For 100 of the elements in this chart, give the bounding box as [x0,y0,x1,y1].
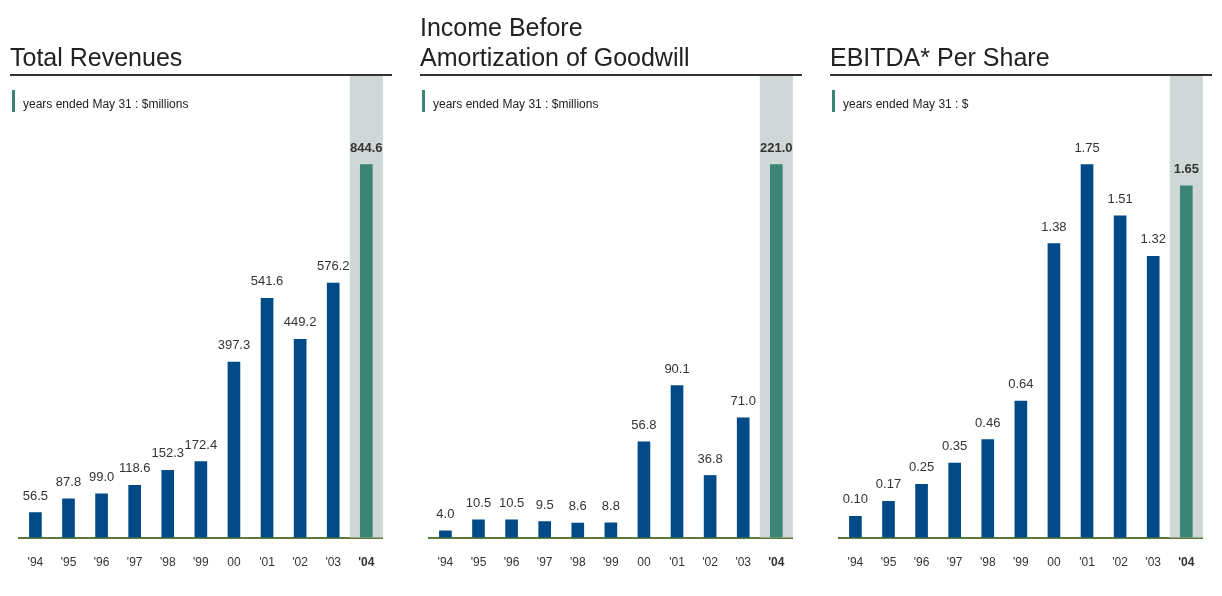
data-label: 87.8 [55,473,82,489]
bar [736,417,750,538]
x-tick-label: '98 [569,555,586,570]
chart-subtitle: years ended May 31 : $millions [12,90,189,112]
x-tick-label: '96 [503,555,520,570]
x-tick-label: '04 [358,555,375,570]
chart-title: Income Before Amortization of Goodwill [420,12,691,72]
data-label: 397.3 [217,337,251,353]
bar [62,498,75,538]
x-tick-label: '02 [292,555,309,570]
x-tick-label: '96 [93,555,110,570]
data-label: 0.17 [875,476,902,492]
x-tick-label: '94 [437,555,454,570]
bar [1080,164,1094,538]
data-label: 172.4 [184,436,218,452]
data-label: 541.6 [250,273,284,289]
bar [161,470,175,538]
data-label: 56.5 [22,487,49,503]
data-label: 0.25 [908,459,935,475]
data-label: 71.0 [730,392,756,408]
bar [637,441,651,538]
x-tick-label: '01 [259,555,276,570]
x-tick-label: '04 [1178,555,1195,570]
bar [472,519,485,538]
bar [604,522,618,538]
x-tick-label: '97 [536,555,553,570]
x-tick-label: '94 [847,555,864,570]
bar [1113,215,1127,538]
data-label: 844.6 [350,139,383,155]
bar [326,282,340,538]
bar [670,385,684,538]
x-tick-label: '97 [126,555,143,570]
x-tick-label: '95 [880,555,897,570]
data-label: 0.46 [975,414,1001,430]
data-label: 118.6 [118,460,151,476]
data-label: 4.0 [436,505,455,521]
data-label: 1.51 [1107,190,1133,206]
bar [1014,400,1028,538]
bar [1047,243,1061,538]
x-tick-label: '01 [1079,555,1096,570]
bar [915,483,928,538]
data-label: 90.1 [664,360,690,376]
chart-title: EBITDA* Per Share [830,42,1051,72]
x-tick-label: '01 [669,555,686,570]
data-label: 152.3 [151,445,185,461]
x-tick-label: 00 [1047,555,1061,570]
x-tick-label: '03 [1145,555,1162,570]
data-label: 9.5 [535,496,554,512]
x-tick-label: '02 [1112,555,1129,570]
data-label: 8.6 [568,498,587,514]
x-tick-label: '99 [1013,555,1029,570]
data-label: 10.5 [498,494,525,510]
bar [128,484,141,538]
x-tick-label: 00 [637,555,651,570]
data-label: 1.38 [1041,218,1067,234]
x-tick-label: '03 [325,555,342,570]
data-label: 221.0 [760,139,793,155]
bar [948,462,961,538]
data-label: 576.2 [316,258,350,274]
x-tick-label: '97 [946,555,963,570]
x-tick-label: '96 [913,555,930,570]
bar [293,338,307,538]
x-tick-label: '99 [193,555,209,570]
bar [1179,185,1193,538]
x-tick-label: '95 [60,555,77,570]
bar [538,521,551,538]
x-tick-label: '99 [603,555,619,570]
x-tick-label: '94 [27,555,44,570]
x-tick-label: '03 [735,555,752,570]
data-label: 36.8 [697,450,723,466]
data-label: 1.65 [1173,160,1199,176]
x-tick-label: '98 [159,555,176,570]
x-tick-label: '02 [702,555,719,570]
bar [981,439,995,538]
bar [849,515,862,538]
x-tick-label: '98 [979,555,996,570]
data-label: 1.32 [1140,231,1166,247]
data-label: 1.75 [1074,139,1100,155]
chart-title: Total Revenues [10,42,184,72]
x-tick-label: '95 [470,555,487,570]
bar [505,519,518,538]
bar [703,475,717,538]
bar [29,512,42,538]
bar [227,361,241,538]
data-label: 0.64 [1008,376,1034,392]
data-label: 10.5 [465,494,492,510]
chart-subtitle: years ended May 31 : $ [832,90,969,112]
bar [1146,255,1160,538]
data-label: 0.35 [942,438,968,454]
bar [571,522,585,538]
data-label: 99.0 [88,468,115,484]
chart-subtitle: years ended May 31 : $millions [422,90,599,112]
bar [95,493,108,538]
data-label: 0.10 [842,491,869,507]
bar [882,501,895,538]
data-label: 8.8 [601,497,620,513]
bar [194,461,208,538]
x-tick-label: 00 [227,555,241,570]
data-label: 56.8 [631,416,657,432]
x-tick-label: '04 [768,555,785,570]
